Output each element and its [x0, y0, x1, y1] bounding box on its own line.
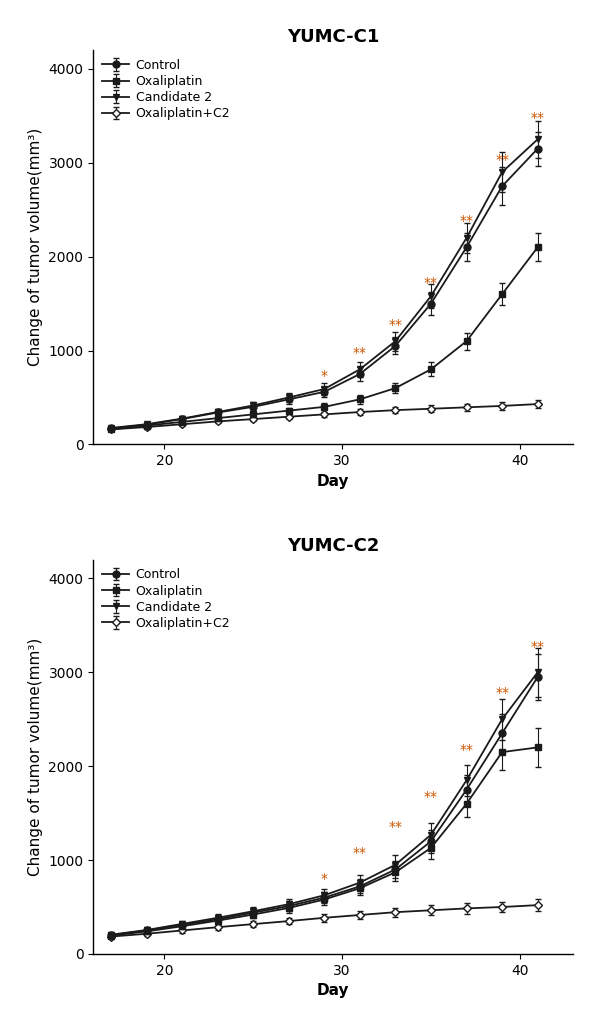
Text: **: ** [353, 346, 367, 360]
Title: YUMC-C1: YUMC-C1 [287, 28, 379, 46]
X-axis label: Day: Day [317, 474, 349, 488]
Text: **: ** [353, 846, 367, 860]
Y-axis label: Change of tumor volume(mm³): Change of tumor volume(mm³) [28, 128, 43, 366]
Legend: Control, Oxaliplatin, Candidate 2, Oxaliplatin+C2: Control, Oxaliplatin, Candidate 2, Oxali… [99, 56, 233, 123]
Legend: Control, Oxaliplatin, Candidate 2, Oxaliplatin+C2: Control, Oxaliplatin, Candidate 2, Oxali… [99, 566, 233, 632]
Y-axis label: Change of tumor volume(mm³): Change of tumor volume(mm³) [28, 638, 43, 876]
Text: **: ** [460, 214, 474, 229]
Text: **: ** [388, 318, 403, 331]
Text: **: ** [495, 154, 509, 167]
Text: **: ** [460, 743, 474, 757]
Text: **: ** [531, 111, 545, 125]
Text: **: ** [424, 790, 438, 803]
Title: YUMC-C2: YUMC-C2 [287, 538, 379, 555]
Text: **: ** [424, 276, 438, 289]
Text: **: ** [495, 686, 509, 701]
Text: *: * [321, 872, 328, 886]
X-axis label: Day: Day [317, 983, 349, 998]
Text: **: ** [531, 639, 545, 654]
Text: *: * [321, 369, 328, 384]
Text: **: ** [388, 820, 403, 834]
